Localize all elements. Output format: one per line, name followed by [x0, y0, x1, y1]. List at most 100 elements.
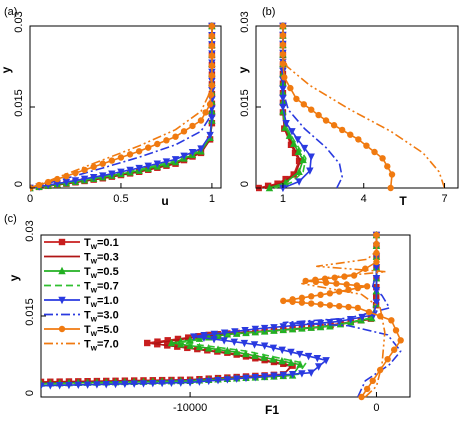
- series-marker-Tw_1_0: [171, 156, 180, 164]
- series-marker-Tw_1_0: [200, 332, 208, 340]
- series-marker-Tw_1_0: [251, 373, 260, 382]
- x-tick-label: 1: [209, 193, 215, 205]
- series-marker-Tw_5_0: [365, 308, 373, 316]
- legend-entry-sub: w: [90, 271, 98, 280]
- legend-swatch-marker: [58, 296, 66, 305]
- legend-entry-text: Tw=0.1: [84, 237, 119, 251]
- series-marker-Tw_0_5: [232, 347, 241, 356]
- series-marker-Tw_0_5: [167, 338, 176, 347]
- series-marker-Tw_5_0: [126, 151, 134, 158]
- x-tick-label: 0: [27, 193, 33, 205]
- series-marker-Tw_5_0: [99, 160, 106, 167]
- x-tick-label: 7: [441, 193, 447, 205]
- legend-entry-base: T: [84, 339, 91, 351]
- series-marker-Tw_1_0: [126, 166, 134, 175]
- series-marker-Tw_1_0: [232, 375, 241, 383]
- series-marker-Tw_1_0: [260, 324, 269, 333]
- series-marker-Tw_1_0: [269, 344, 278, 352]
- legend-entry-text: Tw=1.0: [84, 295, 119, 309]
- series-marker-Tw_1_0: [294, 136, 302, 144]
- series-marker-Tw_5_0: [279, 60, 287, 67]
- series-marker-Tw_5_0: [373, 231, 380, 239]
- series-marker-Tw_5_0: [312, 276, 319, 284]
- series-marker-Tw_1_0: [117, 168, 125, 176]
- series-marker-Tw_1_0: [335, 318, 343, 326]
- x-tick-label: 1: [280, 193, 286, 205]
- series-marker-Tw_1_0: [270, 324, 278, 332]
- legend-entry-text: Tw=5.0: [84, 324, 119, 338]
- series-marker-Tw_0_1: [154, 338, 161, 345]
- y-tick-label: 0.015: [13, 89, 25, 117]
- series-marker-Tw_5_0: [180, 128, 188, 135]
- series-marker-Tw_1_0: [223, 376, 232, 384]
- series-marker-Tw_1_0: [144, 162, 152, 171]
- series-marker-Tw_1_0: [279, 184, 287, 192]
- series-marker-Tw_1_0: [220, 337, 228, 345]
- legend-swatch-marker: [58, 266, 66, 275]
- series-marker-Tw_5_0: [363, 283, 371, 290]
- series-marker-Tw_1_0: [210, 330, 219, 339]
- series-marker-Tw_1_0: [89, 174, 98, 182]
- series-marker-Tw_5_0: [390, 346, 398, 353]
- legend-entry-base: T: [84, 295, 91, 307]
- series-marker-Tw_1_0: [65, 381, 73, 390]
- series-marker-Tw_0_1: [164, 337, 171, 344]
- series-marker-Tw_0_5: [278, 356, 286, 365]
- series-marker-Tw_5_0: [279, 32, 287, 39]
- series-marker-Tw_1_0: [167, 379, 176, 388]
- series-marker-Tw_1_0: [55, 382, 64, 390]
- panel-a: 0 0.5 1 0 0.015 0.03(a) u y: [0, 6, 222, 208]
- series-marker-Tw_1_0: [306, 167, 314, 175]
- series-marker-Tw_1_0: [83, 381, 92, 389]
- series-line-Tw_0_1: [30, 26, 213, 189]
- series-marker-Tw_0_5: [357, 315, 366, 324]
- legend-entry-value: =0.1: [97, 237, 119, 249]
- series-marker-Tw_5_0: [90, 163, 97, 171]
- legend: Tw=0.1Tw=0.3Tw=0.5Tw=0.7Tw=1.0Tw=3.0Tw=5…: [44, 237, 119, 353]
- series-marker-Tw_0_5: [299, 155, 307, 164]
- series-marker-Tw_5_0: [330, 122, 338, 129]
- series-marker-Tw_5_0: [384, 163, 391, 170]
- series-marker-Tw_0_5: [296, 360, 304, 368]
- legend-entry-value: =0.7: [97, 281, 119, 293]
- series-marker-Tw_0_5: [260, 353, 268, 361]
- series-marker-Tw_5_0: [208, 22, 216, 30]
- series-marker-Tw_1_0: [197, 145, 205, 153]
- panel-label: (b): [262, 6, 275, 18]
- series-marker-Tw_5_0: [44, 178, 52, 186]
- series-marker-Tw_5_0: [172, 133, 179, 140]
- series-marker-Tw_1_0: [230, 338, 238, 346]
- series-marker-Tw_5_0: [163, 137, 170, 144]
- series-marker-Tw_1_0: [208, 114, 216, 122]
- series-marker-Tw_1_0: [130, 380, 138, 388]
- legend-entry-value: =7.0: [97, 339, 119, 351]
- series-marker-Tw_1_0: [153, 160, 162, 168]
- series-line-Tw_7_0: [282, 26, 446, 189]
- axes-frame: [29, 25, 222, 189]
- x-axis-label: F1: [265, 403, 279, 417]
- series-marker-Tw_1_0: [279, 371, 287, 380]
- series-line-Tw_0_5: [30, 26, 213, 189]
- series-marker-Tw_0_5: [195, 334, 204, 342]
- series-marker-Tw_5_0: [206, 101, 214, 108]
- legend-swatch-marker: [58, 325, 66, 333]
- legend-entry-value: =5.0: [97, 324, 119, 336]
- series-marker-Tw_5_0: [373, 249, 380, 257]
- series-marker-Tw_5_0: [392, 327, 400, 334]
- series-marker-Tw_1_0: [190, 333, 198, 341]
- series-marker-Tw_5_0: [373, 258, 380, 266]
- series-line-Tw_0_3: [30, 26, 213, 189]
- series-marker-Tw_0_5: [294, 147, 303, 156]
- series-marker-Tw_1_0: [326, 319, 334, 327]
- series-marker-Tw_1_0: [206, 131, 214, 140]
- legend-entry-text: Tw=7.0: [84, 339, 119, 353]
- series-marker-Tw_5_0: [298, 299, 306, 306]
- series-marker-Tw_0_5: [287, 358, 295, 367]
- series-line-Tw_0_7: [274, 26, 307, 189]
- legend-entry-sub: w: [90, 329, 98, 338]
- series-marker-Tw_5_0: [384, 356, 391, 363]
- series-marker-Tw_5_0: [341, 273, 348, 280]
- series-marker-Tw_1_0: [62, 178, 71, 187]
- series-marker-Tw_1_0: [139, 380, 148, 388]
- y-tick-label: 0.03: [24, 220, 36, 241]
